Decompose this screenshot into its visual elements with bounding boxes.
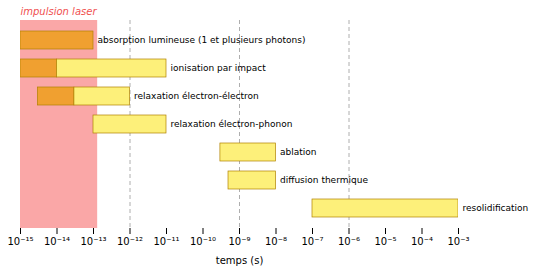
svg-text:10⁻⁵: 10⁻⁵: [374, 236, 396, 247]
svg-text:ablation: ablation: [280, 147, 316, 157]
svg-text:10⁻³: 10⁻³: [447, 236, 469, 247]
svg-text:10⁻¹⁰: 10⁻¹⁰: [190, 236, 216, 247]
svg-text:10⁻¹⁴: 10⁻¹⁴: [44, 236, 70, 247]
svg-text:10⁻⁸: 10⁻⁸: [265, 236, 287, 247]
svg-text:10⁻⁴: 10⁻⁴: [411, 236, 433, 247]
svg-text:10⁻¹⁵: 10⁻¹⁵: [7, 236, 33, 247]
svg-text:relaxation électron-phonon: relaxation électron-phonon: [171, 119, 293, 129]
svg-text:resolidification: resolidification: [463, 203, 529, 213]
svg-text:10⁻⁹: 10⁻⁹: [228, 236, 250, 247]
svg-text:diffusion thermique: diffusion thermique: [280, 175, 368, 185]
svg-text:10⁻¹²: 10⁻¹²: [117, 236, 143, 247]
svg-text:10⁻¹³: 10⁻¹³: [80, 236, 106, 247]
svg-text:10⁻⁷: 10⁻⁷: [301, 236, 323, 247]
svg-text:ionisation par impact: ionisation par impact: [171, 63, 267, 73]
svg-text:relaxation électron-électron: relaxation électron-électron: [134, 91, 259, 101]
svg-text:temps (s): temps (s): [216, 255, 264, 266]
svg-text:10⁻⁶: 10⁻⁶: [338, 236, 360, 247]
svg-text:absorption lumineuse (1 et plu: absorption lumineuse (1 et plusieurs pho…: [98, 35, 306, 45]
svg-text:impulsion laser: impulsion laser: [21, 6, 98, 17]
svg-text:10⁻¹¹: 10⁻¹¹: [153, 236, 179, 247]
